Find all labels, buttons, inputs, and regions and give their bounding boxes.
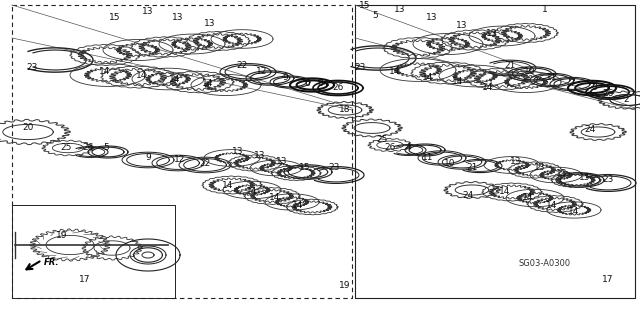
Text: 19: 19 [339,280,351,290]
Text: 5: 5 [103,144,109,152]
Text: 9: 9 [282,73,288,83]
Text: 13: 13 [486,29,498,39]
Text: 22: 22 [236,62,248,70]
Text: 13: 13 [142,8,154,17]
Text: 23: 23 [602,175,614,184]
Text: FR.: FR. [44,258,60,267]
Text: 23: 23 [26,63,38,72]
Text: 13: 13 [394,5,406,14]
Text: 17: 17 [602,276,614,285]
Text: 6: 6 [304,79,310,88]
Text: 13: 13 [510,158,522,167]
Text: SG03-A0300: SG03-A0300 [519,258,571,268]
Text: 13: 13 [254,152,266,160]
Text: 13: 13 [276,158,288,167]
Text: 21: 21 [504,61,516,70]
Text: 3: 3 [591,84,597,93]
Text: 14: 14 [292,201,304,210]
Text: 12: 12 [256,68,268,77]
Text: 13: 13 [456,21,468,31]
Text: 14: 14 [483,84,493,93]
Text: 14: 14 [170,76,180,85]
Text: 11: 11 [422,153,434,162]
Text: 14: 14 [136,71,148,80]
Text: 23: 23 [328,164,340,173]
Text: 14: 14 [547,201,557,210]
Text: 12: 12 [174,155,186,165]
Text: 13: 13 [556,169,568,179]
Text: 7: 7 [569,79,575,88]
Text: 11: 11 [547,73,557,83]
Text: 21: 21 [467,164,477,173]
Text: 1: 1 [542,5,548,14]
Text: 15: 15 [579,174,591,182]
Text: 24: 24 [584,125,596,135]
Text: 14: 14 [246,188,258,197]
Text: 9: 9 [145,153,151,162]
Text: 14: 14 [269,194,281,203]
Text: 17: 17 [79,276,91,285]
Text: 13: 13 [534,164,546,173]
Text: 14: 14 [452,78,464,86]
Text: 25: 25 [60,144,72,152]
Text: 4: 4 [405,144,411,152]
Text: 14: 14 [99,68,111,77]
Text: 13: 13 [204,19,216,28]
Text: 13: 13 [172,13,184,23]
Text: 14: 14 [499,188,511,197]
Text: 26: 26 [83,144,93,152]
Text: 26: 26 [602,88,614,98]
Text: 26: 26 [332,84,344,93]
Text: 8: 8 [317,79,323,88]
Text: 26: 26 [384,144,396,152]
Text: 13: 13 [232,147,244,157]
Text: 14: 14 [422,73,434,83]
Text: 2: 2 [623,95,629,105]
Text: 19: 19 [56,231,68,240]
Text: 13: 13 [426,13,438,23]
Text: 20: 20 [22,123,34,132]
Text: 18: 18 [339,106,351,115]
Text: 24: 24 [462,190,474,199]
Text: 15: 15 [109,13,121,23]
Text: 10: 10 [524,68,536,77]
Text: 15: 15 [300,162,311,172]
Text: 23: 23 [355,63,365,72]
Text: 14: 14 [389,68,401,77]
Text: 22: 22 [200,159,211,167]
Text: 10: 10 [444,160,456,168]
Text: 14: 14 [522,194,534,203]
Text: 5: 5 [372,11,378,20]
Text: 14: 14 [568,207,580,217]
Text: 25: 25 [376,136,388,145]
Text: 14: 14 [222,181,234,189]
Text: 14: 14 [202,79,214,88]
Text: 15: 15 [359,1,371,10]
